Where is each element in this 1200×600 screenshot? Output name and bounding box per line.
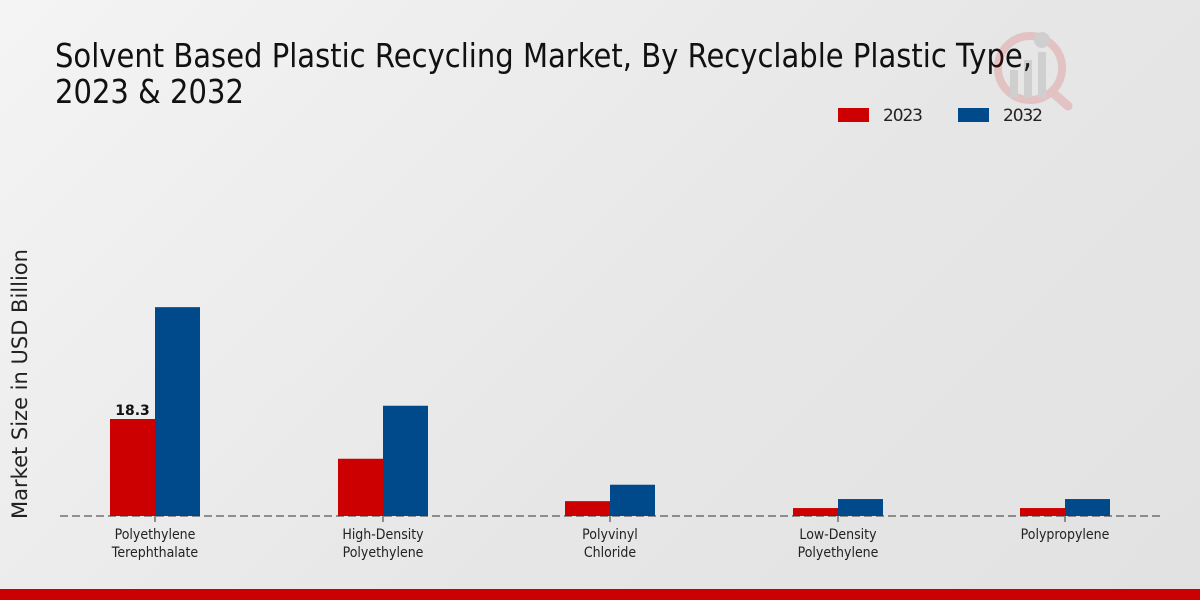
- bar-2032-4: [1065, 499, 1110, 516]
- legend: 2023 2032: [838, 106, 1043, 126]
- bar-2023-3: [793, 508, 838, 516]
- x-tick-label: Chloride: [584, 545, 636, 561]
- bar-2032-2: [610, 484, 655, 516]
- x-tick-label: Terephthalate: [111, 545, 198, 561]
- legend-label-2023: 2023: [883, 106, 923, 126]
- chart-title: Solvent Based Plastic Recycling Market, …: [55, 36, 1032, 111]
- bar-2032-3: [838, 499, 883, 516]
- footer-accent-bar: [0, 589, 1200, 600]
- x-tick-label: Polypropylene: [1021, 527, 1110, 543]
- bar-2032-1: [383, 405, 428, 516]
- legend-label-2032: 2032: [1003, 106, 1043, 126]
- bars: 18.3: [110, 307, 1110, 516]
- x-tick-label: High-Density: [342, 527, 423, 543]
- legend-swatch-2032: [958, 108, 989, 122]
- bar-2023-2: [565, 501, 610, 516]
- x-tick-label: Polyethylene: [798, 545, 879, 561]
- bar-2023-0: [110, 419, 155, 516]
- x-tick-label: Polyethylene: [115, 527, 196, 543]
- bar-2023-1: [338, 458, 383, 516]
- x-tick-label: Low-Density: [799, 527, 876, 543]
- bar-2023-4: [1020, 508, 1065, 516]
- legend-swatch-2023: [838, 108, 869, 122]
- x-axis-ticks: Polyethylene Terephthalate High-Density Pol…: [111, 516, 1110, 561]
- bar-2032-0: [155, 307, 200, 516]
- watermark-logo-icon: [994, 32, 1073, 111]
- x-tick-label: Polyethylene: [343, 545, 424, 561]
- data-label: 18.3: [115, 403, 150, 419]
- x-tick-label: Polyvinyl: [582, 527, 638, 543]
